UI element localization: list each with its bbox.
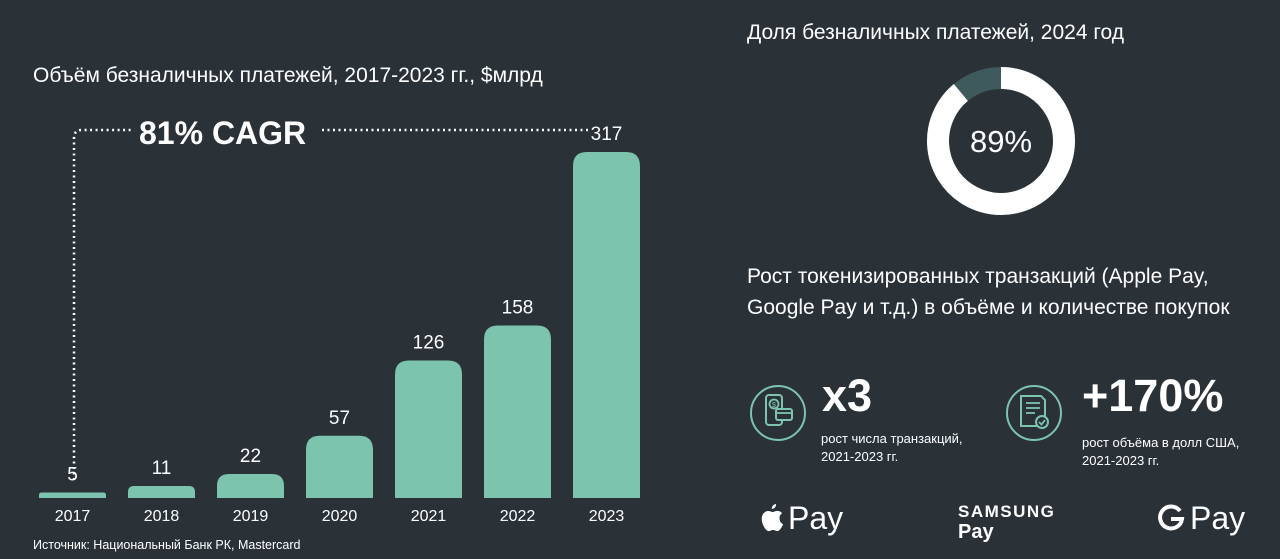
stat-transactions-value: x3	[822, 370, 873, 421]
x-tick-2017: 2017	[55, 508, 91, 525]
stat-volume-caption-1: рост объёма в долл США,	[1082, 435, 1240, 450]
data-label-2021: 126	[413, 332, 445, 353]
samsung-pay-logo: SAMSUNG Pay	[958, 502, 1055, 544]
stat-transactions-caption-2: 2021-2023 гг.	[821, 449, 899, 464]
bar-2020	[306, 435, 373, 498]
donut-filled-arc	[927, 67, 1075, 215]
bar-2019	[217, 473, 284, 498]
bar-2017	[39, 492, 106, 498]
donut-title: Доля безналичных платежей, 2024 год	[747, 21, 1125, 44]
phone-payment-icon: $	[750, 385, 806, 441]
samsung-pay-text: Pay	[958, 521, 994, 543]
receipt-check-icon	[1006, 385, 1062, 441]
donut-center-label: 89%	[970, 124, 1032, 159]
samsung-wordmark: SAMSUNG	[958, 502, 1056, 521]
x-tick-2022: 2022	[500, 508, 536, 525]
data-label-2019: 22	[240, 446, 261, 467]
svg-text:$: $	[772, 402, 776, 409]
chart-title: Объём безналичных платежей, 2017-2023 гг…	[33, 64, 543, 87]
data-label-2018: 11	[152, 458, 172, 479]
bar-2022	[484, 325, 551, 498]
cagr-label: 81% CAGR	[139, 115, 306, 151]
tokenized-title: Рост токенизированных транзакций (Apple …	[747, 265, 1230, 319]
x-tick-2018: 2018	[144, 508, 180, 525]
data-label-2017: 5	[67, 465, 78, 486]
x-tick-2019: 2019	[233, 508, 269, 525]
source-note: Источник: Национальный Банк РК, Masterca…	[33, 538, 301, 552]
x-tick-2021: 2021	[411, 508, 447, 525]
bar-2018	[128, 485, 195, 498]
stat-volume-value: +170%	[1082, 370, 1224, 421]
stat-volume-caption-2: 2021-2023 гг.	[1082, 453, 1160, 468]
bar-2021	[395, 360, 462, 498]
google-pay-text: Pay	[1190, 500, 1246, 536]
donut-chart: 89%	[927, 67, 1075, 215]
x-tick-2020: 2020	[322, 508, 358, 525]
apple-icon	[761, 504, 784, 532]
bar-2023	[573, 152, 640, 498]
x-tick-2023: 2023	[589, 508, 625, 525]
stat-transactions-caption-1: рост числа транзакций,	[821, 431, 963, 446]
bar-chart: 81% CAGR 5 2017 11 2018 22 2019 57 2020 126 2021 1…	[39, 115, 640, 525]
data-label-2020: 57	[329, 408, 350, 429]
cagr-connector	[72, 128, 133, 480]
data-label-2022: 158	[502, 298, 534, 319]
data-label-2023: 317	[591, 124, 623, 145]
google-g-icon	[1158, 504, 1185, 531]
apple-pay-text: Pay	[788, 500, 844, 536]
